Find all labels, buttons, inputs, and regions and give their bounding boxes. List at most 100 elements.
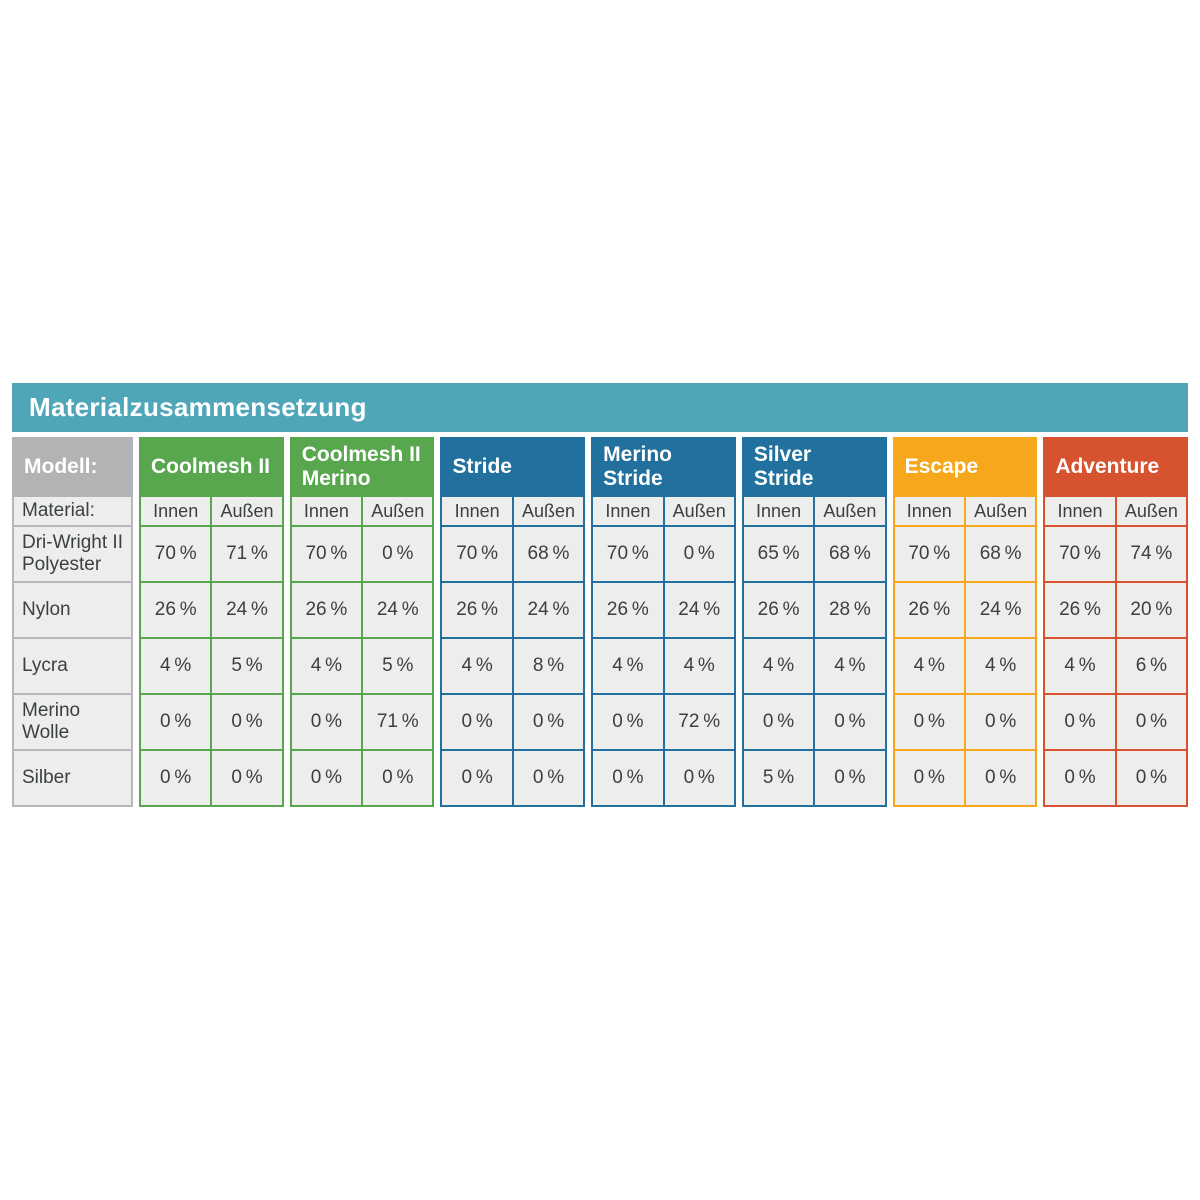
- table-body: Modell: Material: Dri-Wright II Polyeste…: [12, 437, 1189, 807]
- value-cell: 24 %: [361, 581, 435, 639]
- subheader-innen: Innen: [1043, 495, 1117, 527]
- subheader-aussen: Außen: [210, 495, 284, 527]
- material-corner-label: Material:: [12, 495, 133, 527]
- model-header-coolmesh-ii-merino: Coolmesh II Merino: [289, 437, 435, 497]
- label-column: Modell: Material: Dri-Wright II Polyeste…: [12, 437, 133, 807]
- value-cell: 24 %: [511, 581, 586, 639]
- value-cell: 24 %: [963, 581, 1038, 639]
- value-cell: 4 %: [289, 637, 364, 695]
- value-cell: 26 %: [892, 581, 966, 639]
- value-cell: 5 %: [741, 749, 816, 807]
- value-cell: 4 %: [591, 637, 665, 695]
- value-cell: 68 %: [813, 525, 887, 583]
- value-cell: 0 %: [892, 749, 966, 807]
- value-cell: 0 %: [440, 749, 514, 807]
- value-cell: 4 %: [892, 637, 966, 695]
- value-cell: 0 %: [440, 693, 514, 751]
- value-cell: 26 %: [1043, 581, 1117, 639]
- value-cell: 26 %: [289, 581, 364, 639]
- value-cell: 0 %: [1114, 693, 1189, 751]
- table-title: Materialzusammensetzung: [29, 392, 367, 422]
- model-group-coolmesh-ii: Coolmesh II Innen Außen 70 % 71 % 26 % 24 % 4 %…: [138, 437, 284, 807]
- value-cell: 0 %: [511, 693, 586, 751]
- value-cell: 20 %: [1114, 581, 1189, 639]
- value-cell: 26 %: [440, 581, 514, 639]
- value-cell: 4 %: [440, 637, 514, 695]
- value-cell: 71 %: [361, 693, 435, 751]
- value-cell: 70 %: [440, 525, 514, 583]
- value-cell: 0 %: [662, 749, 736, 807]
- model-group-coolmesh-ii-merino: Coolmesh II Merino Innen Außen 70 % 0 % 26 % 2…: [289, 437, 435, 807]
- value-cell: 0 %: [1043, 693, 1117, 751]
- value-cell: 0 %: [210, 693, 284, 751]
- value-cell: 0 %: [591, 749, 665, 807]
- model-header-merino-stride: Merino Stride: [591, 437, 736, 497]
- value-cell: 0 %: [813, 749, 887, 807]
- value-cell: 5 %: [361, 637, 435, 695]
- value-cell: 26 %: [138, 581, 213, 639]
- value-cell: 0 %: [511, 749, 586, 807]
- value-cell: 4 %: [1043, 637, 1117, 695]
- value-cell: 5 %: [210, 637, 284, 695]
- model-groups: Coolmesh II Innen Außen 70 % 71 % 26 % 24 % 4 %…: [138, 437, 1189, 807]
- value-cell: 65 %: [741, 525, 816, 583]
- value-cell: 71 %: [210, 525, 284, 583]
- model-header-escape: Escape: [892, 437, 1038, 497]
- value-cell: 0 %: [210, 749, 284, 807]
- model-group-adventure: Adventure Innen Außen 70 % 74 % 26 % 20 % 4 % 6 …: [1043, 437, 1189, 807]
- value-cell: 4 %: [963, 637, 1038, 695]
- material-name-cell: Lycra: [12, 637, 133, 695]
- value-cell: 70 %: [591, 525, 665, 583]
- value-cell: 0 %: [361, 525, 435, 583]
- value-cell: 28 %: [813, 581, 887, 639]
- model-group-escape: Escape Innen Außen 70 % 68 % 26 % 24 % 4 % 4 % 0 …: [892, 437, 1038, 807]
- value-cell: 0 %: [138, 749, 213, 807]
- value-cell: 70 %: [892, 525, 966, 583]
- modell-corner-header: Modell:: [12, 437, 133, 497]
- value-cell: 0 %: [963, 693, 1038, 751]
- value-cell: 70 %: [138, 525, 213, 583]
- value-cell: 26 %: [591, 581, 665, 639]
- subheader-innen: Innen: [440, 495, 514, 527]
- value-cell: 0 %: [138, 693, 213, 751]
- value-cell: 74 %: [1114, 525, 1189, 583]
- value-cell: 6 %: [1114, 637, 1189, 695]
- model-group-silver-stride: Silver Stride Innen Außen 65 % 68 % 26 % 28 % 4…: [741, 437, 887, 807]
- material-name-cell: Nylon: [12, 581, 133, 639]
- value-cell: 0 %: [289, 693, 364, 751]
- value-cell: 0 %: [963, 749, 1038, 807]
- value-cell: 0 %: [591, 693, 665, 751]
- value-cell: 26 %: [741, 581, 816, 639]
- value-cell: 0 %: [813, 693, 887, 751]
- value-cell: 0 %: [1043, 749, 1117, 807]
- value-cell: 0 %: [892, 693, 966, 751]
- value-cell: 0 %: [741, 693, 816, 751]
- subheader-aussen: Außen: [511, 495, 586, 527]
- subheader-innen: Innen: [892, 495, 966, 527]
- value-cell: 68 %: [963, 525, 1038, 583]
- model-header-adventure: Adventure: [1043, 437, 1189, 497]
- subheader-aussen: Außen: [1114, 495, 1189, 527]
- value-cell: 68 %: [511, 525, 586, 583]
- subheader-aussen: Außen: [963, 495, 1038, 527]
- composition-table: Materialzusammensetzung Modell: Material…: [12, 383, 1189, 807]
- subheader-innen: Innen: [591, 495, 665, 527]
- subheader-aussen: Außen: [662, 495, 736, 527]
- model-header-stride: Stride: [440, 437, 586, 497]
- value-cell: 0 %: [662, 525, 736, 583]
- model-group-stride: Stride Innen Außen 70 % 68 % 26 % 24 % 4 % 8 % 0 …: [440, 437, 586, 807]
- value-cell: 72 %: [662, 693, 736, 751]
- value-cell: 70 %: [1043, 525, 1117, 583]
- subheader-innen: Innen: [741, 495, 816, 527]
- value-cell: 4 %: [662, 637, 736, 695]
- value-cell: 0 %: [1114, 749, 1189, 807]
- material-name-cell: Dri-Wright II Polyester: [12, 525, 133, 583]
- value-cell: 4 %: [741, 637, 816, 695]
- value-cell: 4 %: [813, 637, 887, 695]
- value-cell: 4 %: [138, 637, 213, 695]
- subheader-aussen: Außen: [813, 495, 887, 527]
- material-name-cell: Silber: [12, 749, 133, 807]
- table-title-bar: Materialzusammensetzung: [12, 383, 1188, 432]
- model-header-silver-stride: Silver Stride: [741, 437, 887, 497]
